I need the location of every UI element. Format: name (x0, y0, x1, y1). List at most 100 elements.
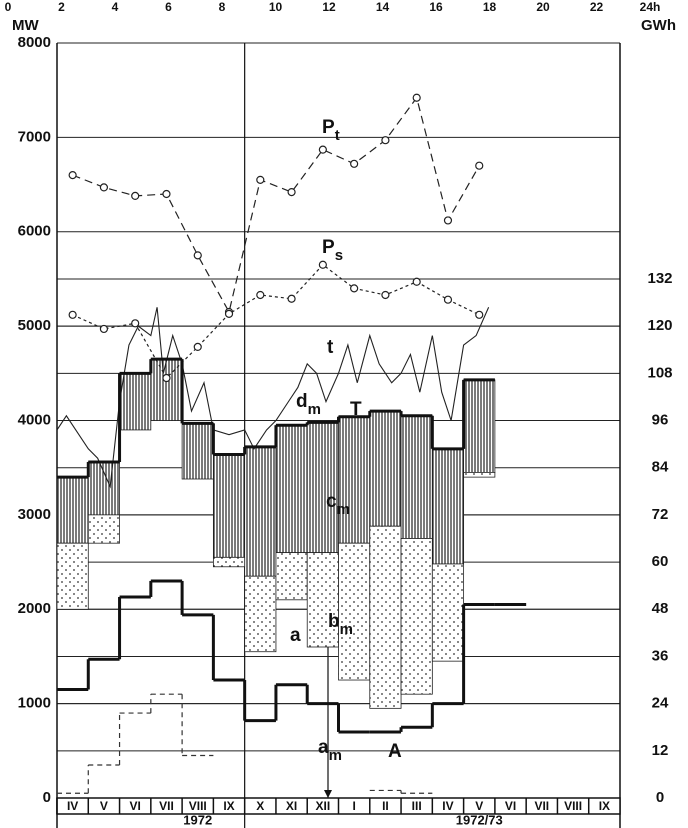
x-tick-label: VIII (189, 799, 207, 813)
hatched-band (150, 358, 183, 421)
x-tick-label: V (475, 799, 483, 813)
daily-curve (56, 307, 490, 489)
x-tick-label: IX (599, 799, 610, 813)
annotation-sub: m (329, 747, 342, 764)
x-tick-label: IV (67, 799, 78, 813)
point (68, 310, 77, 319)
point (256, 175, 265, 184)
point (287, 188, 296, 197)
y2-tick-label: 36 (652, 647, 669, 664)
dotted-band (244, 575, 277, 653)
y2-tick-label: 72 (652, 506, 669, 523)
y-tick-label: 0 (43, 789, 51, 806)
dotted-band (306, 552, 339, 648)
y-tick-label: 5000 (18, 317, 51, 334)
y-tick-label: 6000 (18, 223, 51, 240)
point (99, 183, 109, 192)
hatched-band (119, 372, 152, 431)
x-tick-label: XI (286, 799, 297, 813)
top-tick-label: 6 (165, 0, 172, 14)
top-tick-label: 12 (322, 0, 336, 14)
point (131, 191, 140, 200)
y-tick-label: 4000 (18, 411, 51, 428)
point (381, 136, 390, 145)
top-tick-label: 8 (219, 0, 226, 14)
annotation-text: T (350, 399, 362, 420)
x-tick-label: VI (130, 799, 141, 813)
point (193, 251, 202, 260)
y-tick-label: 2000 (18, 600, 51, 617)
point (443, 216, 453, 225)
dotted-band (338, 542, 371, 681)
point (162, 373, 171, 383)
arrow-head (324, 790, 332, 798)
point (68, 171, 77, 180)
top-tick-label: 14 (376, 0, 390, 14)
x-tick-label: VII (159, 799, 174, 813)
point (287, 294, 296, 303)
annotation: Ps (322, 237, 343, 264)
hatched-band (463, 379, 496, 473)
annotation-text: c (326, 491, 337, 512)
x-tick-label: II (382, 799, 389, 813)
top-tick-label: 10 (269, 0, 283, 14)
x-tick-label: XII (316, 799, 331, 813)
y-tick-label: 3000 (18, 506, 51, 523)
hatched-band (181, 422, 214, 480)
dotted-band (369, 525, 402, 709)
y2-tick-label: 120 (647, 317, 672, 334)
annotation-sub: m (308, 401, 321, 418)
hatched-band (306, 421, 339, 554)
hatched-band (275, 424, 308, 554)
annotation-text: a (290, 625, 301, 646)
annotation: T (350, 399, 362, 420)
annotation: am (318, 737, 342, 764)
point (350, 284, 359, 293)
dotted-band (56, 542, 89, 610)
top-tick-label: 16 (429, 0, 443, 14)
point (318, 145, 327, 154)
annotation-text: A (388, 741, 402, 762)
point (224, 309, 234, 318)
y2-tick-label: 108 (647, 364, 672, 381)
point (131, 319, 140, 328)
annotation: dm (296, 391, 321, 418)
top-tick-label: 4 (112, 0, 119, 14)
x-tick-label: I (352, 799, 355, 813)
hatched-band (87, 461, 120, 516)
annotation-sub: m (340, 621, 353, 638)
point (412, 93, 421, 102)
y-axis-label: MW (12, 17, 39, 34)
x-tick-label: V (100, 799, 108, 813)
point (475, 310, 484, 319)
y-tick-label: 1000 (18, 695, 51, 712)
x-tick-label: X (256, 799, 264, 813)
point (412, 277, 421, 286)
top-tick-label: 24h (640, 0, 661, 14)
annotation: cm (326, 491, 350, 518)
point (99, 324, 109, 334)
annotation-text: b (328, 611, 340, 632)
point (318, 260, 327, 269)
top-tick-label: 18 (483, 0, 497, 14)
hatched-band (244, 446, 277, 577)
annotation: A (388, 741, 402, 762)
top-tick-label: 0 (5, 0, 12, 14)
series-line (72, 263, 480, 380)
annotation-text: P (322, 237, 335, 258)
hatched-band (431, 448, 465, 565)
hatched-band (56, 476, 89, 544)
annotation-text: d (296, 391, 308, 412)
annotation: t (327, 337, 334, 358)
annotation: bm (328, 611, 353, 638)
annotation: Pt (322, 117, 340, 144)
x-tick-label: VII (534, 799, 549, 813)
year-label: 1972/73 (456, 812, 503, 827)
point (475, 161, 484, 170)
annotation-text: t (327, 337, 334, 358)
dotted-band (212, 556, 246, 568)
point (443, 295, 453, 304)
y-tick-label: 7000 (18, 128, 51, 145)
annotation-sub: s (335, 247, 343, 264)
annotation-text: a (318, 737, 329, 758)
